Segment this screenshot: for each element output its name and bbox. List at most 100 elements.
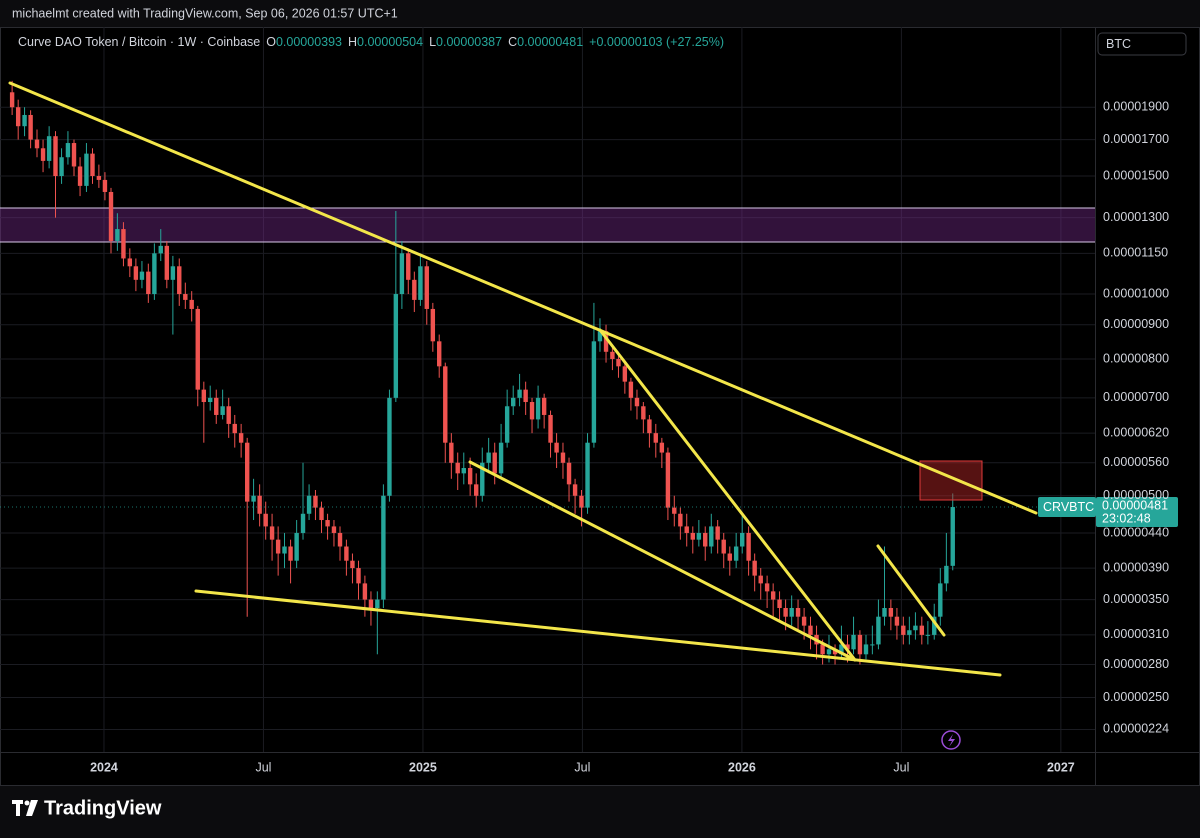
candle-body [529,402,535,420]
tag-symbol-box [1038,497,1096,517]
candle-body [653,433,658,443]
candles [0,80,1095,665]
candle-body [684,526,689,533]
candle-body [59,157,64,177]
candle-body [399,253,405,295]
currency-button[interactable] [1097,32,1187,56]
candle-body [541,397,547,415]
candle-body [393,294,399,398]
candle-body [22,114,27,127]
candle-body [678,513,683,527]
candle-body [696,532,702,540]
candle-body [764,583,770,592]
candle-body [603,331,609,352]
candle-body [672,507,677,514]
o-label: O [266,35,276,49]
candle-body [517,389,522,398]
candle-body [721,539,726,554]
candle-body [938,583,943,617]
event-icon[interactable] [941,730,961,750]
l-label: L [429,35,436,49]
candle-body [901,625,906,635]
y-tick-label: 0.00001500 [1103,168,1169,182]
candle-body [164,245,170,280]
y-tick-label: 0.00001000 [1103,286,1169,300]
candle-body [455,462,460,474]
candle-body [486,452,491,463]
candle-body [634,397,640,407]
y-tick-label: 0.00001900 [1103,100,1169,114]
y-tick-label: 0.00000620 [1103,425,1169,439]
change: +0.00000103 (+27.25%) [589,35,724,49]
candle-body [826,649,832,655]
y-tick-label: 0.00000700 [1103,390,1169,404]
candle-body [406,253,411,280]
tag-price: 0.00000481 [1102,498,1168,512]
candle-body [90,153,95,177]
x-tick-label: Jul [893,760,909,774]
candle-body [480,462,485,496]
candle-body [238,433,244,443]
logo-part [16,800,20,816]
candle-body [152,253,157,295]
candle-body [337,532,343,547]
candle-body [585,442,590,508]
candle-body [597,331,603,342]
candle-body [579,495,584,508]
candle-body [746,532,751,561]
candle-body [925,634,931,636]
trendline [876,544,946,637]
tag-price-box [1096,497,1178,527]
candle-body [703,532,708,547]
brand-logo [12,800,38,816]
candle-body [641,406,646,420]
candle-body [263,513,268,527]
chart-panel [0,27,1200,786]
candle-body [820,644,825,655]
candle-body [659,442,665,453]
c-value: 0.00000481 [517,35,583,49]
y-tick-label: 0.00001150 [1103,246,1168,260]
candle-body [560,452,566,463]
candle-body [375,599,380,609]
candle-body [437,341,442,367]
candle-body [220,406,225,415]
candle-body [548,414,553,443]
candle-body [257,495,262,514]
candle-body [863,644,869,655]
candle-body [139,271,145,280]
candle-body [492,452,497,474]
candle-body [907,630,912,635]
candle-body [177,266,182,295]
candle-body [808,625,813,635]
candle-body [251,495,256,502]
candle-body [71,143,77,167]
x-tick-label: 2026 [728,760,756,774]
candle-body [647,419,652,434]
y-tick-label: 0.00001300 [1103,210,1169,224]
h-value: 0.00000504 [357,35,423,49]
candle-body [53,136,58,177]
currency-label: BTC [1106,37,1131,51]
candle-body [449,442,454,463]
candle-body [195,308,200,390]
candle-body [789,608,794,617]
candle-body [932,616,937,635]
candle-body [46,136,52,161]
y-tick-label: 0.00000900 [1103,317,1169,331]
x-tick-label: Jul [255,760,271,774]
x-tick-label: 2025 [409,760,437,774]
candle-body [96,176,102,180]
candle-body [418,266,423,300]
candle-body [294,532,299,561]
candle-body [752,560,757,576]
candle-body [777,599,782,609]
candle-body [770,591,776,600]
candle-body [430,308,436,342]
candle-body [282,546,287,554]
resistance-zone [0,208,1095,242]
candle-body [616,358,621,367]
candle-body [102,179,108,192]
candle-body [201,389,207,403]
candle-body [845,644,850,650]
